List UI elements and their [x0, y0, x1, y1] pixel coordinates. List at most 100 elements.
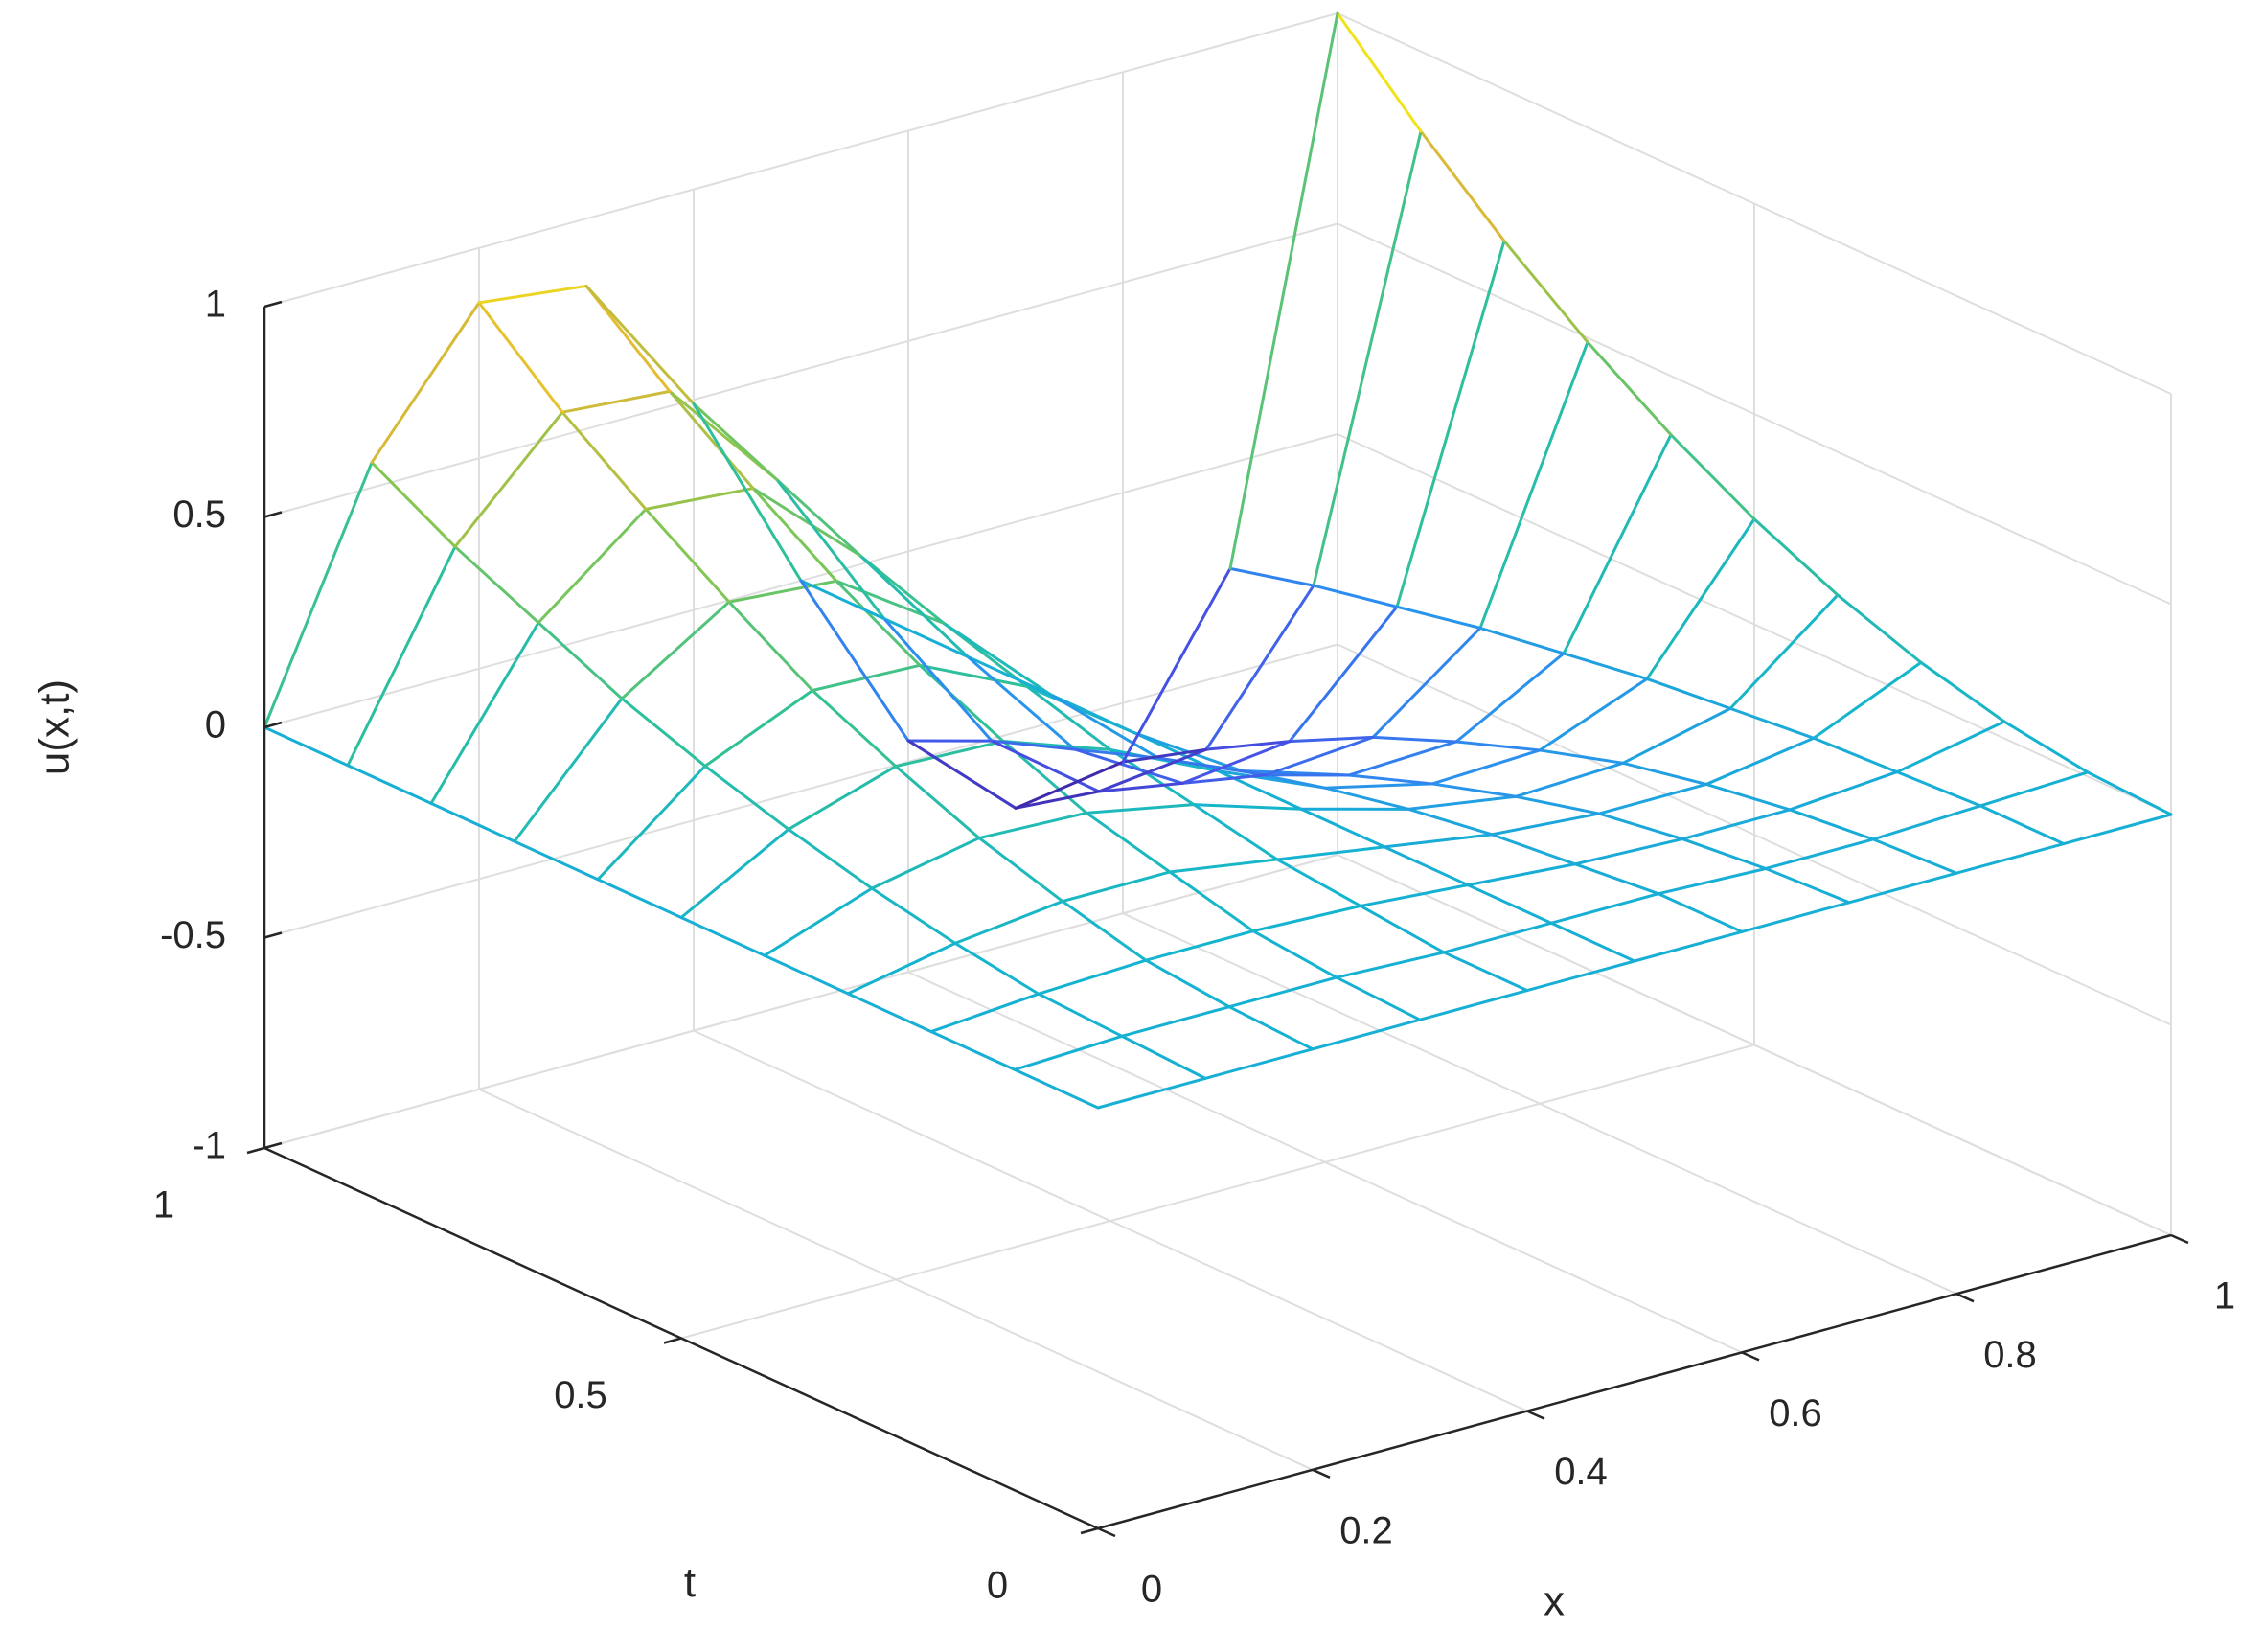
mesh-line	[1836, 593, 1923, 664]
mesh-line	[584, 284, 672, 393]
mesh-line	[1395, 239, 1506, 608]
mesh-line	[775, 478, 862, 558]
mesh-line	[1311, 1018, 1422, 1051]
mesh-line	[703, 689, 814, 768]
y-tick	[246, 1146, 265, 1155]
grid-line	[263, 12, 1338, 308]
mesh-line	[1061, 900, 1148, 962]
mesh-line	[1895, 720, 2006, 774]
mesh-line	[620, 697, 707, 768]
y-tick	[663, 1337, 682, 1344]
mesh-line	[977, 811, 1088, 840]
mesh-line	[846, 992, 933, 1034]
mesh-line	[1371, 735, 1458, 744]
mesh-line	[1121, 566, 1232, 764]
mesh-line	[1323, 786, 1410, 811]
mesh-line	[1288, 735, 1375, 744]
mesh-line	[1073, 747, 1160, 760]
mesh-line	[1454, 652, 1566, 744]
mesh-line	[1442, 951, 1529, 993]
mesh-line	[1645, 517, 1756, 680]
mesh-line	[1347, 740, 1458, 777]
mesh-line	[1180, 740, 1292, 785]
x-tick-label: 0.2	[1339, 1509, 1393, 1551]
mesh-line	[1085, 811, 1172, 874]
mesh-line	[1597, 812, 1684, 841]
mesh-line	[1014, 790, 1101, 810]
mesh-line	[1312, 584, 1399, 608]
mesh-line	[918, 663, 1029, 688]
grid-line	[1337, 643, 2172, 1026]
mesh-line	[1704, 782, 1792, 812]
mesh-line	[727, 600, 814, 693]
mesh-line	[1120, 1005, 1231, 1038]
mesh-line	[1014, 760, 1125, 810]
mesh-line	[763, 886, 874, 957]
mesh-line	[1871, 804, 1982, 841]
mesh-line	[1573, 837, 1684, 866]
mesh-line	[477, 284, 588, 305]
mesh-line	[1728, 706, 1816, 740]
mesh-line	[1788, 808, 1875, 841]
axis-layer: 0 0.2 0.4 0.6 0.8 1 0 0.5 1 -1 -0.5 0 0.5 1 x t u(x,t)	[32, 284, 2236, 1625]
mesh-line	[1228, 566, 1315, 587]
mesh-line	[858, 554, 970, 658]
mesh-line	[2086, 770, 2173, 816]
mesh-line	[953, 900, 1064, 945]
mesh-line	[263, 461, 374, 729]
mesh-line	[894, 765, 981, 840]
mesh-line	[1442, 921, 1553, 954]
mesh-line	[1490, 833, 1577, 866]
mesh-line	[1192, 803, 1279, 861]
mesh-line	[703, 764, 790, 831]
mesh-line	[1978, 804, 2066, 846]
mesh-line	[990, 739, 1101, 793]
mesh-line	[1227, 1005, 1315, 1051]
mesh-line	[1275, 858, 1362, 907]
mesh-line	[679, 827, 790, 919]
mesh-line	[835, 579, 922, 667]
mesh-line	[1955, 842, 2066, 875]
mesh-line	[1562, 433, 1673, 655]
mesh-line	[1336, 11, 1423, 133]
z-tick	[263, 1141, 283, 1150]
mesh-line	[429, 621, 540, 805]
mesh-line	[1144, 929, 1255, 962]
mesh-line	[596, 878, 683, 919]
mesh-line	[882, 617, 994, 743]
mesh-line	[1704, 736, 1816, 786]
mesh-line	[1097, 781, 1184, 793]
mesh-line	[1073, 747, 1184, 785]
mesh-line	[1478, 340, 1589, 630]
mesh-line	[1621, 761, 1708, 786]
mesh-line	[1264, 735, 1375, 777]
mesh-line	[1681, 808, 1792, 841]
z-tick-label: -0.5	[160, 914, 226, 956]
mesh-line	[679, 916, 766, 957]
mesh-line	[596, 764, 707, 882]
mesh-line	[1168, 858, 1279, 874]
mesh-line	[1430, 782, 1518, 798]
mesh-line	[1312, 129, 1423, 587]
mesh-line	[1037, 992, 1124, 1038]
mesh-line	[1764, 837, 1875, 870]
grid-line	[680, 1044, 1755, 1340]
mesh-line	[787, 765, 898, 831]
mesh-line	[727, 579, 838, 604]
mesh-line	[846, 941, 957, 996]
mesh-line	[977, 837, 1064, 904]
mesh-line	[1359, 904, 1446, 954]
mesh-line	[1812, 736, 1899, 774]
surface-layer	[263, 11, 2173, 1110]
x-tick	[2170, 1233, 2189, 1245]
mesh-line	[1657, 866, 1768, 896]
mesh-line	[1371, 626, 1482, 739]
mesh-line	[453, 545, 540, 625]
mesh-line	[692, 402, 779, 482]
mesh-line	[966, 654, 1077, 751]
mesh-line	[1919, 660, 2006, 723]
mesh-line	[1203, 1047, 1315, 1080]
mesh-line	[346, 764, 433, 805]
mesh-line	[1978, 770, 2090, 808]
